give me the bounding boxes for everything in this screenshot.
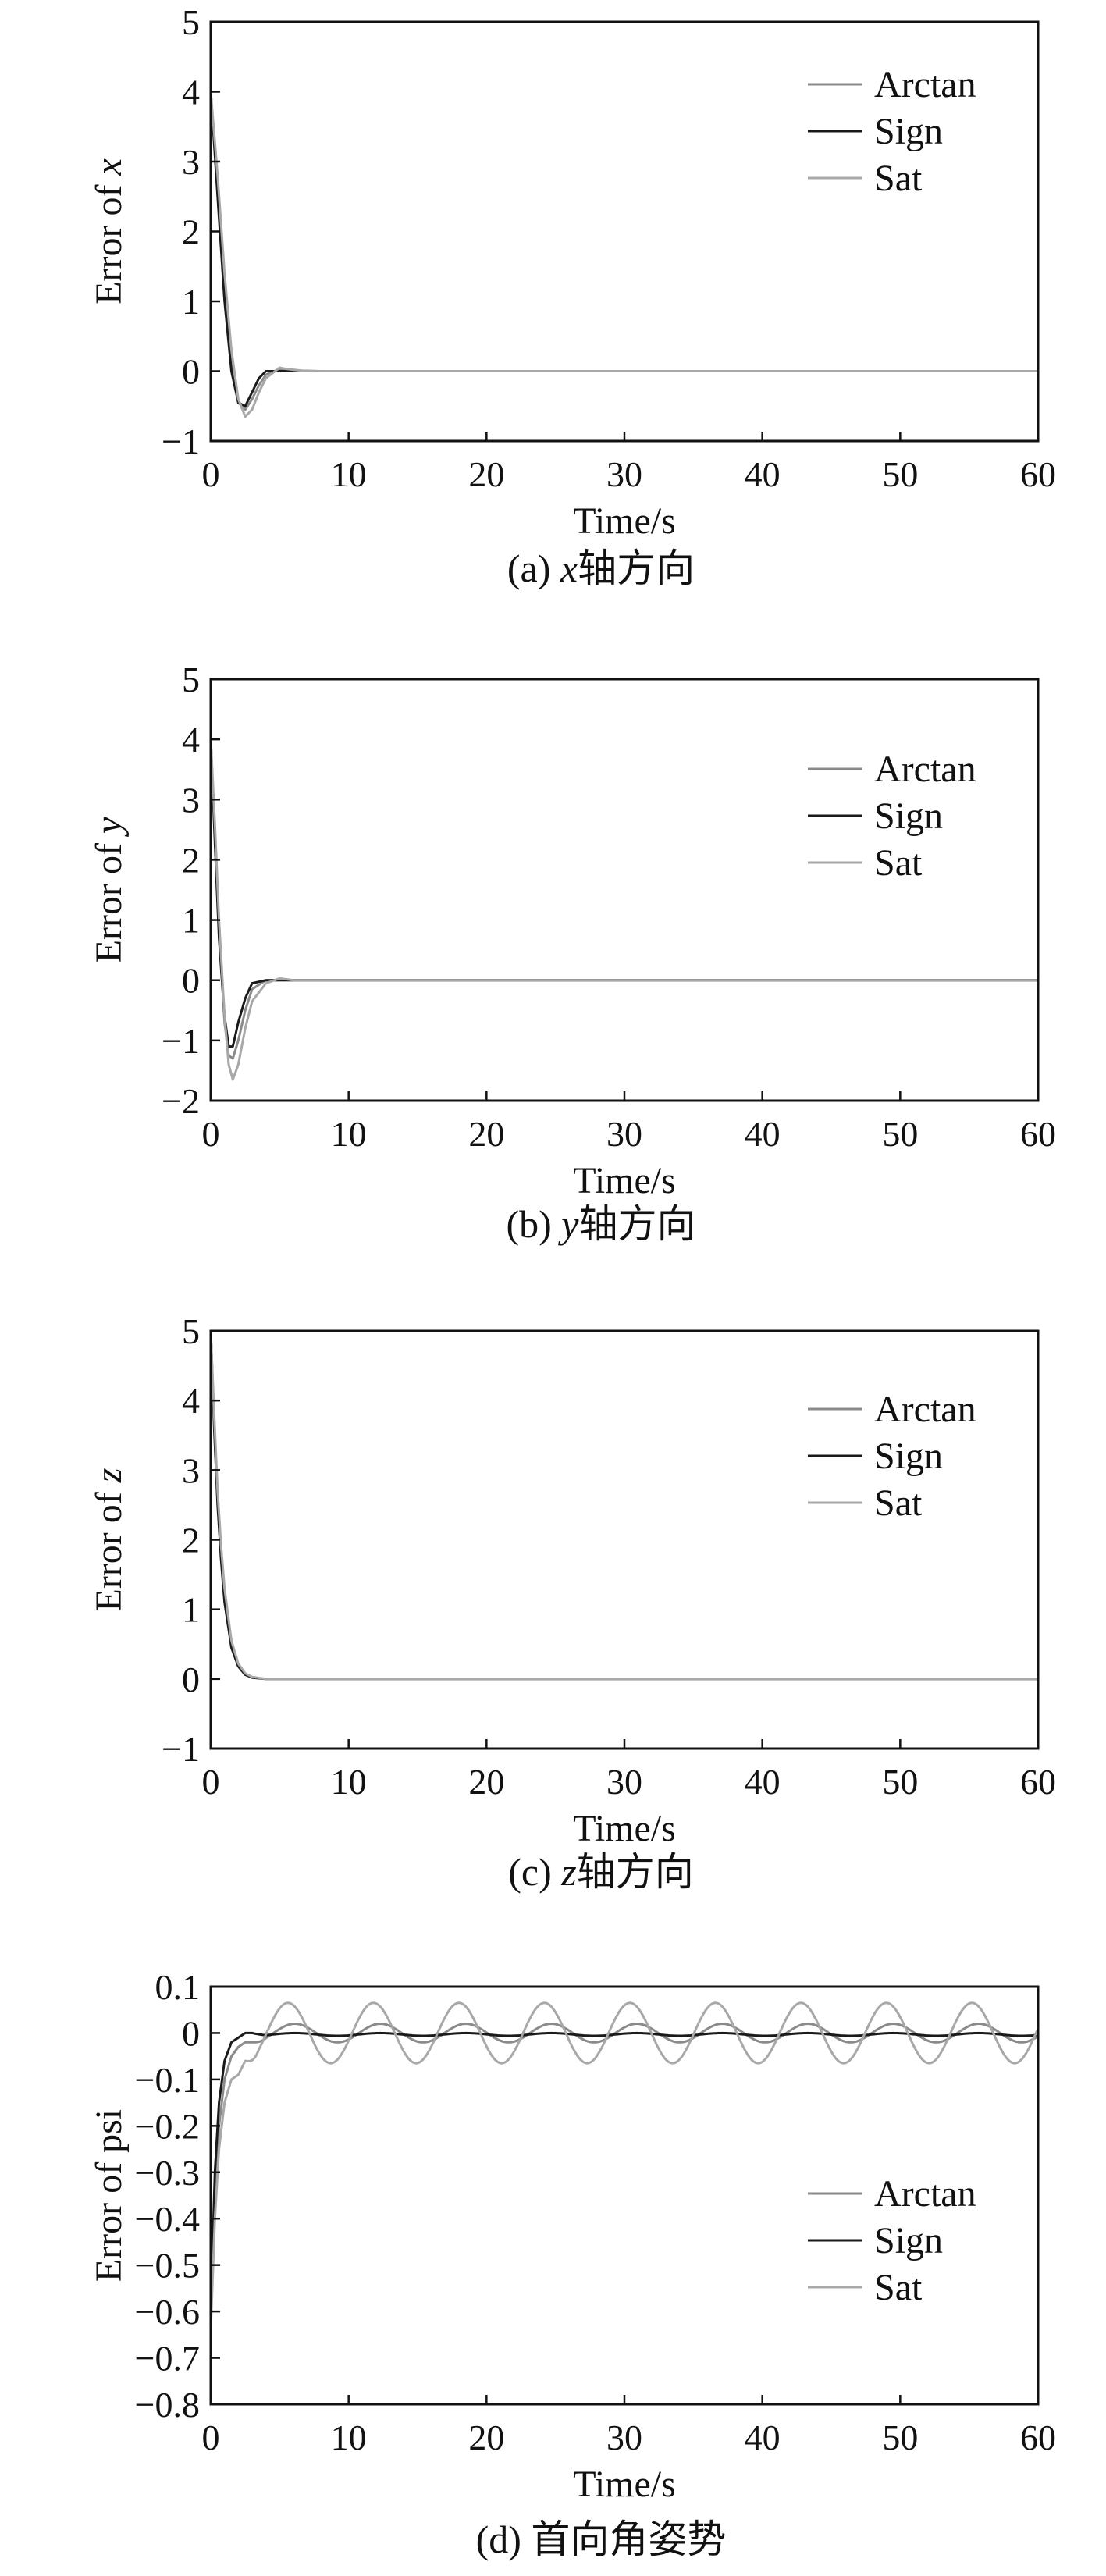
x-tick-label: 50	[882, 454, 918, 494]
y-tick-label: −0.2	[135, 2106, 200, 2146]
y-tick-label: 3	[182, 780, 200, 820]
x-tick-label: 20	[468, 454, 504, 494]
x-axis-label: Time/s	[573, 500, 676, 542]
x-tick-label: 0	[202, 1762, 220, 1802]
y-axis-label: Error of z	[88, 1468, 130, 1611]
legend-label-arctan: Arctan	[874, 1389, 976, 1430]
y-tick-label: 3	[182, 142, 200, 182]
x-axis-label: Time/s	[573, 1808, 676, 1849]
x-tick-label: 30	[606, 454, 642, 494]
y-axis-label: Error of psi	[88, 2109, 130, 2282]
legend-label-sign: Sign	[874, 795, 943, 837]
subplot-caption: (a) x轴方向	[507, 546, 695, 590]
subplot-caption: (b) y轴方向	[506, 1202, 695, 1246]
y-tick-label: −0.7	[135, 2339, 200, 2379]
x-tick-label: 50	[882, 1762, 918, 1802]
x-tick-label: 20	[468, 2418, 504, 2457]
x-tick-label: 60	[1020, 454, 1056, 494]
y-tick-label: −0.8	[135, 2385, 200, 2425]
y-tick-label: −0.6	[135, 2292, 200, 2332]
legend-label-arctan: Arctan	[874, 749, 976, 790]
y-tick-label: 4	[182, 720, 200, 760]
y-tick-label: 4	[182, 1381, 200, 1421]
legend-label-sat: Sat	[874, 158, 923, 199]
x-tick-label: 10	[331, 1114, 367, 1154]
series-line-sat	[211, 2001, 1038, 2330]
legend-label-sat: Sat	[874, 2267, 923, 2308]
x-tick-label: 0	[202, 1114, 220, 1154]
series-line-sat	[211, 91, 1038, 418]
series-line-sign	[211, 91, 1038, 407]
y-tick-label: 5	[182, 660, 200, 699]
y-tick-label: −2	[162, 1081, 200, 1121]
x-tick-label: 20	[468, 1762, 504, 1802]
x-tick-label: 50	[882, 2418, 918, 2457]
y-tick-label: −0.5	[135, 2246, 200, 2286]
x-tick-label: 10	[331, 1762, 367, 1802]
x-tick-label: 20	[468, 1114, 504, 1154]
x-tick-label: 50	[882, 1114, 918, 1154]
legend-label-arctan: Arctan	[874, 2173, 976, 2215]
subplot-caption: (c) z轴方向	[508, 1850, 693, 1894]
x-tick-label: 40	[745, 1762, 781, 1802]
y-tick-label: 0	[182, 2013, 200, 2053]
y-tick-label: 2	[182, 212, 200, 252]
y-tick-label: 3	[182, 1450, 200, 1490]
y-tick-label: 0.1	[155, 1967, 201, 2007]
x-tick-label: 30	[606, 2418, 642, 2457]
series-line-sign	[211, 2031, 1038, 2312]
y-tick-label: 5	[182, 1311, 200, 1351]
chart-2: 0 10 20 30 40 50 60 −2 −1 0 1 2 3 4 5 Time/s Error of y A…	[88, 660, 1056, 1246]
x-tick-label: 0	[202, 2418, 220, 2457]
subplot-caption: (d) 首向角姿势	[476, 2517, 727, 2561]
legend-label-sign: Sign	[874, 2220, 943, 2261]
chart-4: 0 10 20 30 40 50 60 −0.8 −0.7 −0.6 −0.5 −0.4 −0.3 −0.…	[88, 1967, 1056, 2561]
y-tick-label: 0	[182, 961, 200, 1001]
y-tick-label: −1	[162, 422, 200, 461]
y-tick-label: 4	[182, 73, 200, 112]
y-tick-label: 1	[182, 901, 200, 941]
y-tick-label: 0	[182, 352, 200, 392]
x-tick-label: 30	[606, 1762, 642, 1802]
legend-label-sign: Sign	[874, 1436, 943, 1477]
y-tick-label: −1	[162, 1729, 200, 1769]
y-tick-label: 1	[182, 282, 200, 322]
x-tick-label: 30	[606, 1114, 642, 1154]
y-axis-label: Error of y	[88, 817, 130, 962]
legend-label-sign: Sign	[874, 111, 943, 152]
x-tick-label: 10	[331, 2418, 367, 2457]
x-tick-label: 60	[1020, 1114, 1056, 1154]
x-tick-label: 0	[202, 454, 220, 494]
x-tick-label: 40	[745, 2418, 781, 2457]
x-tick-label: 40	[745, 454, 781, 494]
x-tick-label: 60	[1020, 1762, 1056, 1802]
legend-label-sat: Sat	[874, 842, 923, 884]
x-tick-label: 40	[745, 1114, 781, 1154]
x-axis-label: Time/s	[573, 1160, 676, 1201]
y-tick-label: 5	[182, 2, 200, 42]
y-tick-label: 1	[182, 1590, 200, 1630]
x-tick-label: 60	[1020, 2418, 1056, 2457]
legend-label-sat: Sat	[874, 1482, 923, 1524]
plot-frame	[209, 678, 1040, 1102]
y-tick-label: −0.1	[135, 2060, 200, 2100]
series-line-sat	[211, 739, 1038, 1081]
y-tick-label: −0.4	[135, 2199, 200, 2239]
y-axis-label: Error of x	[88, 158, 130, 304]
y-tick-label: 2	[182, 1521, 200, 1560]
y-tick-label: 2	[182, 840, 200, 880]
x-axis-label: Time/s	[573, 2464, 676, 2505]
x-tick-label: 10	[331, 454, 367, 494]
legend-label-arctan: Arctan	[874, 64, 976, 105]
y-tick-label: −0.3	[135, 2153, 200, 2193]
y-tick-label: −1	[162, 1021, 200, 1061]
series-line-sat	[211, 1331, 1038, 1681]
y-tick-label: 0	[182, 1660, 200, 1699]
